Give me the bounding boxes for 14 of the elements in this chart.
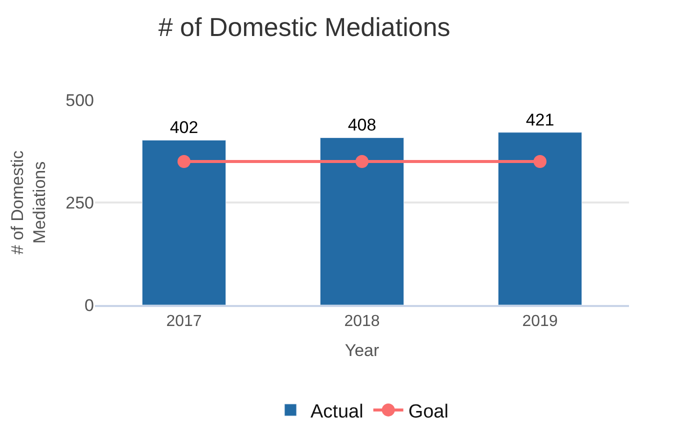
x-axis-title: Year: [344, 341, 380, 360]
x-tick-label: 2019: [522, 313, 558, 330]
y-tick-label: 500: [66, 90, 94, 110]
chart-title: # of Domestic Mediations: [158, 12, 450, 42]
x-tick-label: 2017: [166, 313, 202, 330]
y-tick-label: 0: [84, 296, 94, 315]
legend-label: Goal: [408, 401, 448, 422]
y-tick-label: 250: [66, 193, 94, 212]
legend-label: Actual: [310, 401, 364, 422]
y-axis-title: # of Domestic Mediations: [8, 150, 50, 254]
x-tick-label: 2018: [344, 313, 380, 330]
data-label: 402: [170, 118, 198, 138]
data-label: 408: [348, 116, 376, 135]
data-label: 421: [526, 110, 554, 130]
